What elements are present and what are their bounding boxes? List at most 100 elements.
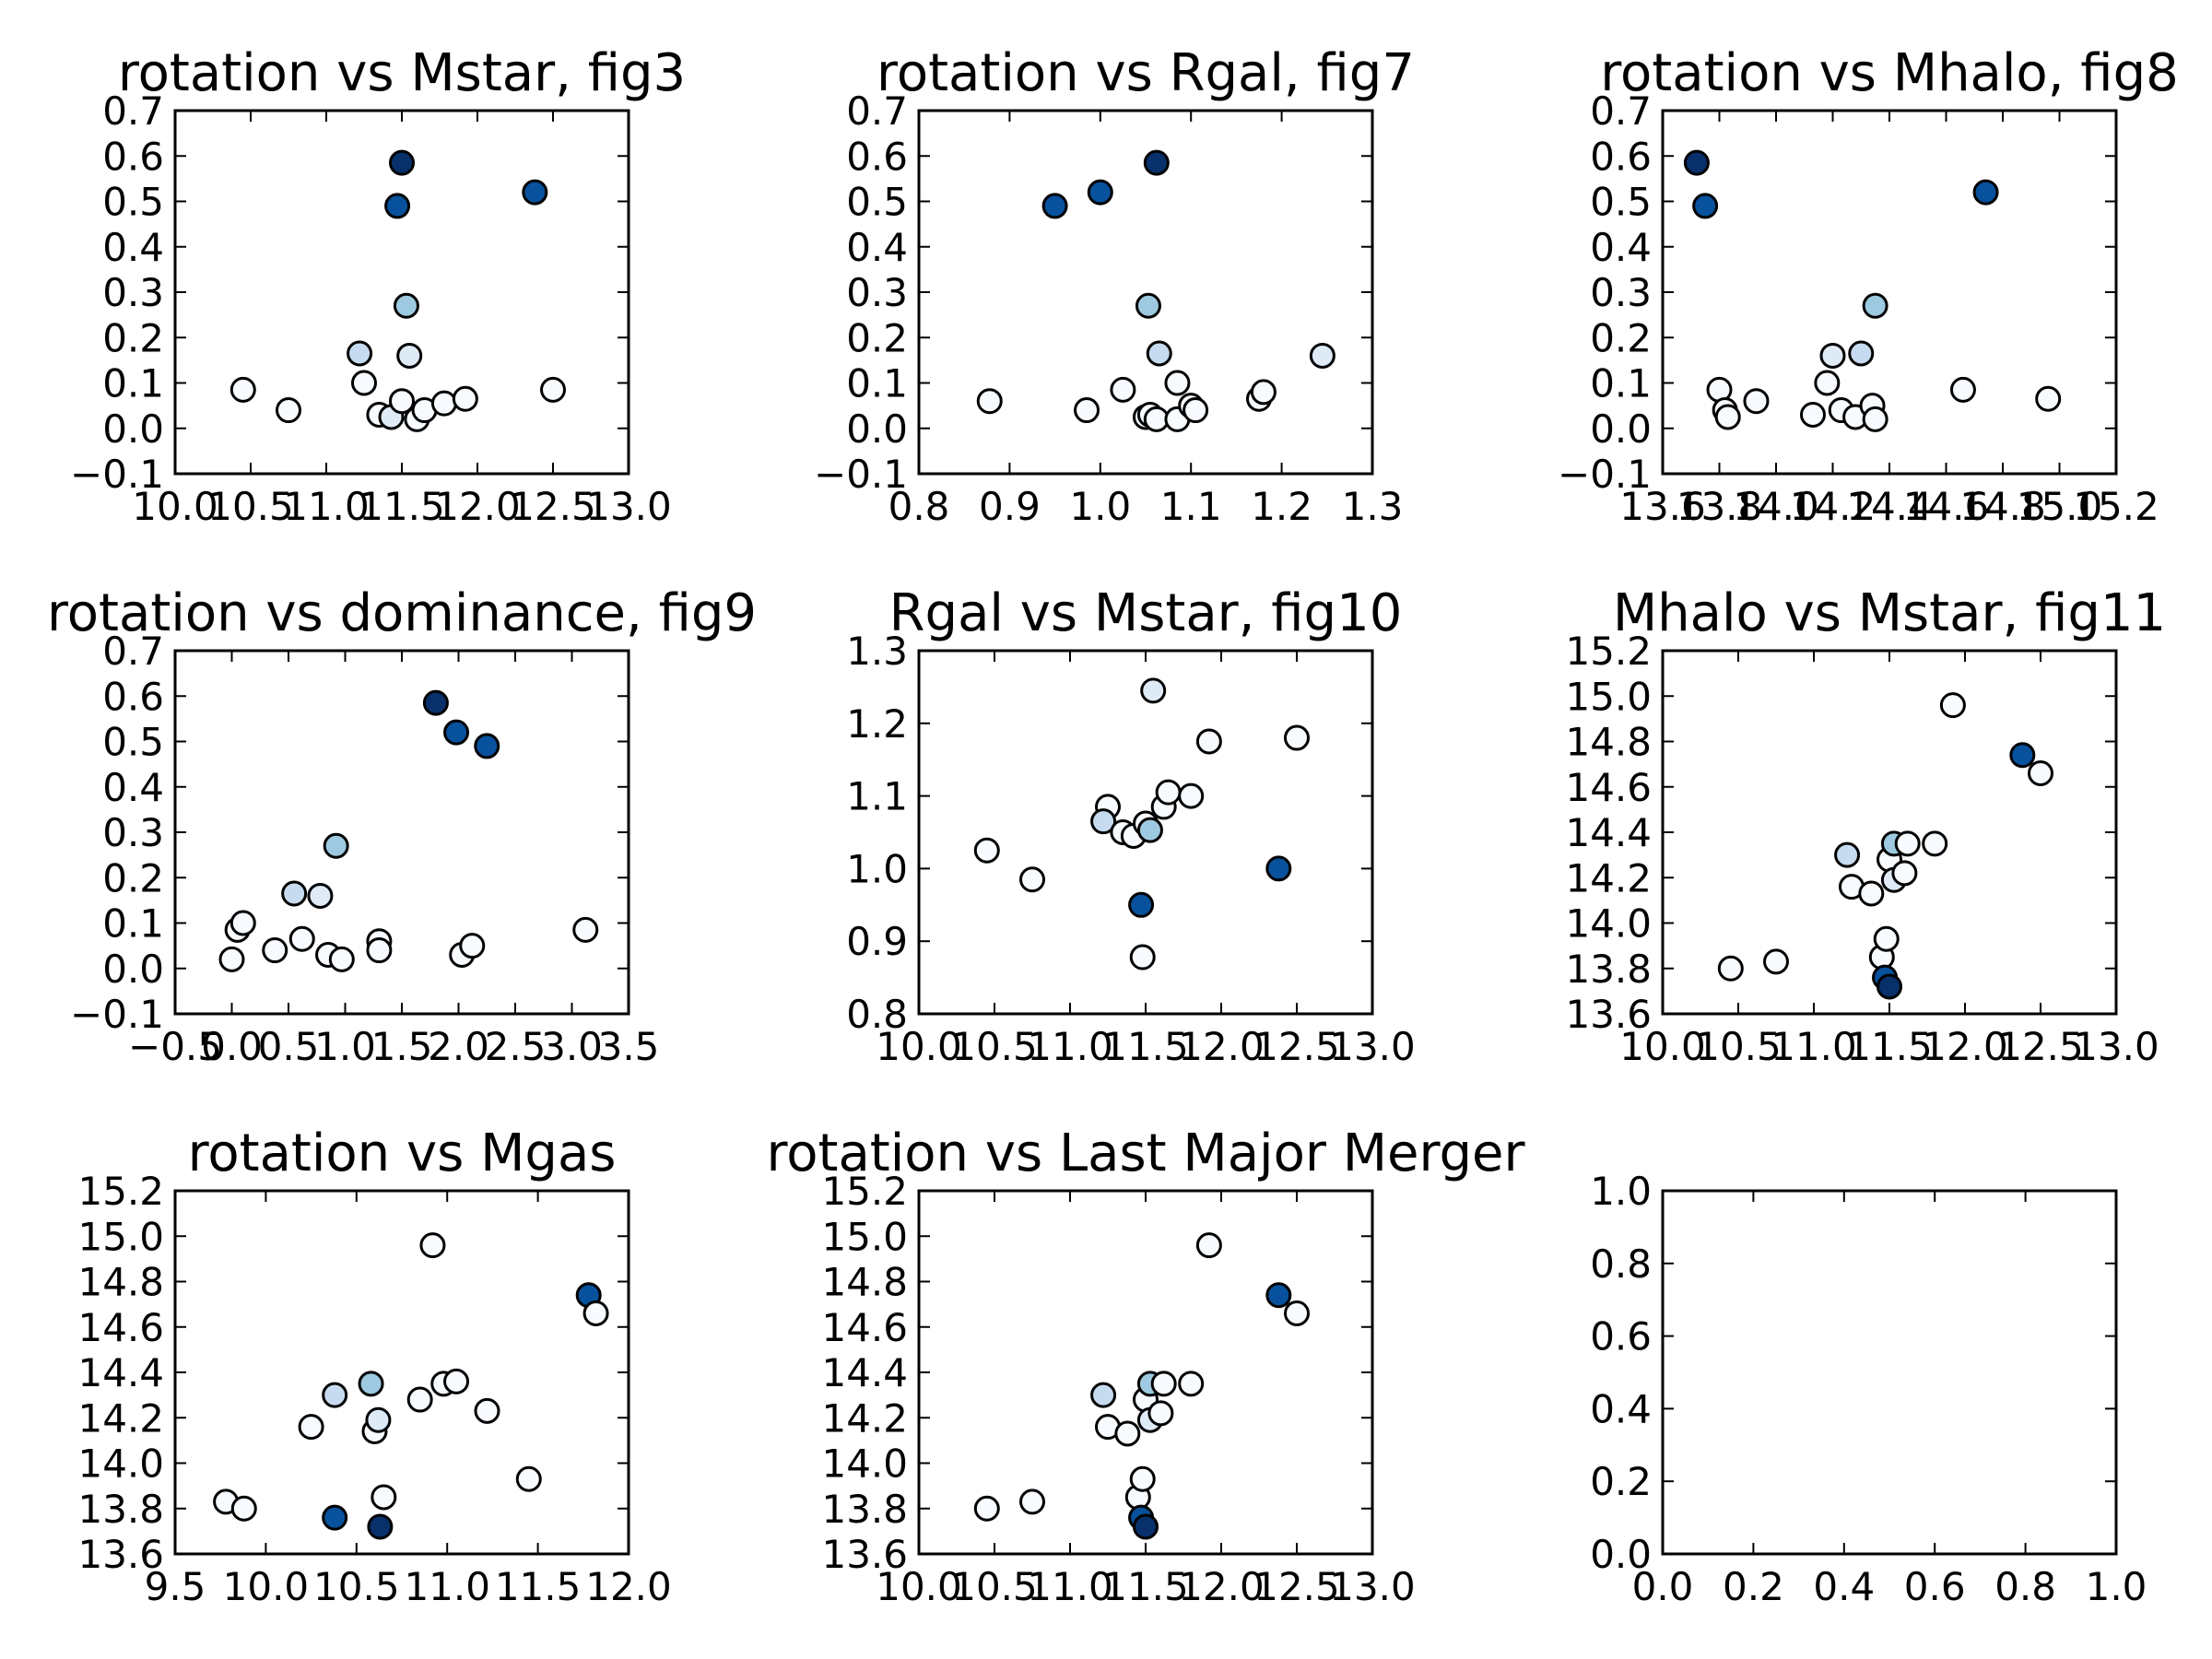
scatter-point xyxy=(1848,340,1875,367)
scatter-point xyxy=(572,916,599,943)
y-tick-label: 0.4 xyxy=(102,765,164,810)
y-tick-label: 0.4 xyxy=(1590,225,1652,270)
scatter-point xyxy=(422,689,449,716)
y-tick-label: 0.0 xyxy=(102,406,164,452)
subplot-title: rotation vs Mgas xyxy=(188,1124,617,1183)
y-tick-label: 15.0 xyxy=(77,1214,164,1259)
y-tick-label: 1.2 xyxy=(846,701,908,747)
subplot-3: rotation vs Mhalo, fig813.613.814.014.21… xyxy=(1558,43,2179,529)
scatter-point xyxy=(1858,880,1885,907)
scatter-point xyxy=(1891,860,1918,887)
scatter-point xyxy=(218,946,245,972)
x-tick-label: 11.0 xyxy=(1027,1564,1113,1609)
x-tick-label: 11.0 xyxy=(1771,1024,1857,1069)
scatter-point xyxy=(1019,866,1045,893)
scatter-point xyxy=(1143,149,1170,176)
x-tick-label: 14.2 xyxy=(1790,484,1877,529)
x-tick-label: 10.5 xyxy=(313,1564,400,1609)
y-tick-label: 0.7 xyxy=(846,88,908,134)
x-tick-label: 11.5 xyxy=(1846,1024,1933,1069)
scatter-point xyxy=(2028,759,2053,786)
y-tick-label: 0.6 xyxy=(846,134,908,179)
y-tick-label: 0.5 xyxy=(102,180,164,225)
subplot-5: Rgal vs Mstar, fig10 10.010.511.011.512.0… xyxy=(846,583,1416,1069)
subplot-6: Mhalo vs Mstar, fig1110.010.511.011.512.… xyxy=(1565,583,2166,1069)
subplot-title: Rgal vs Mstar, fig10 xyxy=(889,583,1403,643)
y-tick-label: 0.5 xyxy=(846,180,908,225)
scatter-point xyxy=(1019,1488,1045,1515)
x-tick-label: 1.5 xyxy=(371,1024,433,1069)
scatter-point xyxy=(1972,179,1999,206)
scatter-point xyxy=(1284,724,1310,751)
y-tick-label: 0.7 xyxy=(1590,88,1652,134)
y-tick-label: 15.0 xyxy=(821,1214,908,1259)
y-tick-label: 1.0 xyxy=(1590,1169,1652,1214)
x-tick-label: 13.0 xyxy=(1329,1564,1416,1609)
scatter-point xyxy=(522,179,548,206)
scatter-point xyxy=(1114,1420,1141,1447)
scatter-point xyxy=(1717,955,1744,982)
scatter-point xyxy=(1873,925,1900,952)
subplot-4: rotation vs dominance, fig9−0.50.00.51.0… xyxy=(47,583,757,1069)
scatter-point xyxy=(262,937,288,964)
y-tick-label: 15.2 xyxy=(77,1169,164,1214)
y-tick-label: 14.0 xyxy=(1565,901,1652,947)
y-tick-label: 14.2 xyxy=(77,1395,164,1441)
x-tick-label: 11.5 xyxy=(359,484,445,529)
scatter-point xyxy=(1862,406,1888,432)
scatter-point xyxy=(1949,376,1976,403)
y-tick-label: 0.4 xyxy=(102,225,164,270)
x-tick-label: 0.9 xyxy=(979,484,1041,529)
x-tick-label: 9.5 xyxy=(145,1564,206,1609)
scatter-point xyxy=(1195,1232,1222,1259)
scatter-point xyxy=(322,1504,348,1531)
subplot-2: rotation vs Rgal, fig7 0.8 0.9 1.0 1.1 1.2 1.3… xyxy=(814,43,1415,529)
y-tick-label: 14.0 xyxy=(77,1441,164,1487)
x-tick-label: 15.0 xyxy=(2017,484,2103,529)
x-tick-label: 14.8 xyxy=(1959,484,2046,529)
x-tick-label: 10.0 xyxy=(132,484,218,529)
y-tick-label: −0.1 xyxy=(70,992,164,1037)
scatter-point xyxy=(1922,830,1948,857)
points-group xyxy=(976,149,1335,432)
scatter-point xyxy=(1683,149,1710,176)
scatter-point xyxy=(419,1232,446,1259)
y-tick-label: 13.8 xyxy=(821,1487,908,1532)
y-tick-label: 0.7 xyxy=(102,629,164,674)
x-tick-label: 14.0 xyxy=(1733,484,1819,529)
x-tick-label: −0.5 xyxy=(128,1024,222,1069)
x-tick-label: 0.8 xyxy=(888,484,950,529)
x-tick-label: 0.4 xyxy=(1813,1564,1875,1609)
x-tick-label: 11.5 xyxy=(1102,1024,1189,1069)
x-tick-label: 12.5 xyxy=(1253,1564,1340,1609)
x-tick-label: 10.5 xyxy=(207,484,294,529)
x-tick-label: 11.5 xyxy=(495,1564,582,1609)
scatter-point xyxy=(1110,376,1136,403)
y-tick-label: 0.1 xyxy=(102,361,164,406)
x-tick-label: 10.0 xyxy=(876,1564,962,1609)
subplot-title: rotation vs Rgal, fig7 xyxy=(877,43,1415,103)
y-tick-label: 0.3 xyxy=(846,270,908,315)
y-tick-label: 13.6 xyxy=(1565,992,1652,1037)
x-tick-label: 3.0 xyxy=(541,1024,603,1069)
x-tick-label: 11.0 xyxy=(1027,1024,1113,1069)
scatter-point xyxy=(1090,808,1117,835)
scatter-point xyxy=(1939,692,1966,719)
scatter-point xyxy=(1178,782,1205,809)
scatter-point xyxy=(1074,397,1100,424)
x-tick-label: 10.0 xyxy=(1619,1024,1706,1069)
y-tick-label: 0.7 xyxy=(102,88,164,134)
subplot-title: Mhalo vs Mstar, fig11 xyxy=(1613,583,2166,643)
x-tick-label: 12.0 xyxy=(434,484,521,529)
y-tick-label: 0.3 xyxy=(102,270,164,315)
y-tick-label: 0.1 xyxy=(1590,361,1652,406)
y-tick-label: 1.3 xyxy=(846,629,908,674)
scatter-point xyxy=(230,1495,257,1522)
scatter-point xyxy=(406,1386,433,1413)
y-tick-label: 14.6 xyxy=(821,1305,908,1350)
scatter-point xyxy=(1129,944,1156,971)
x-tick-label: 12.0 xyxy=(585,1564,672,1609)
scatter-point xyxy=(1133,1513,1159,1540)
x-tick-label: 12.0 xyxy=(1178,1024,1265,1069)
